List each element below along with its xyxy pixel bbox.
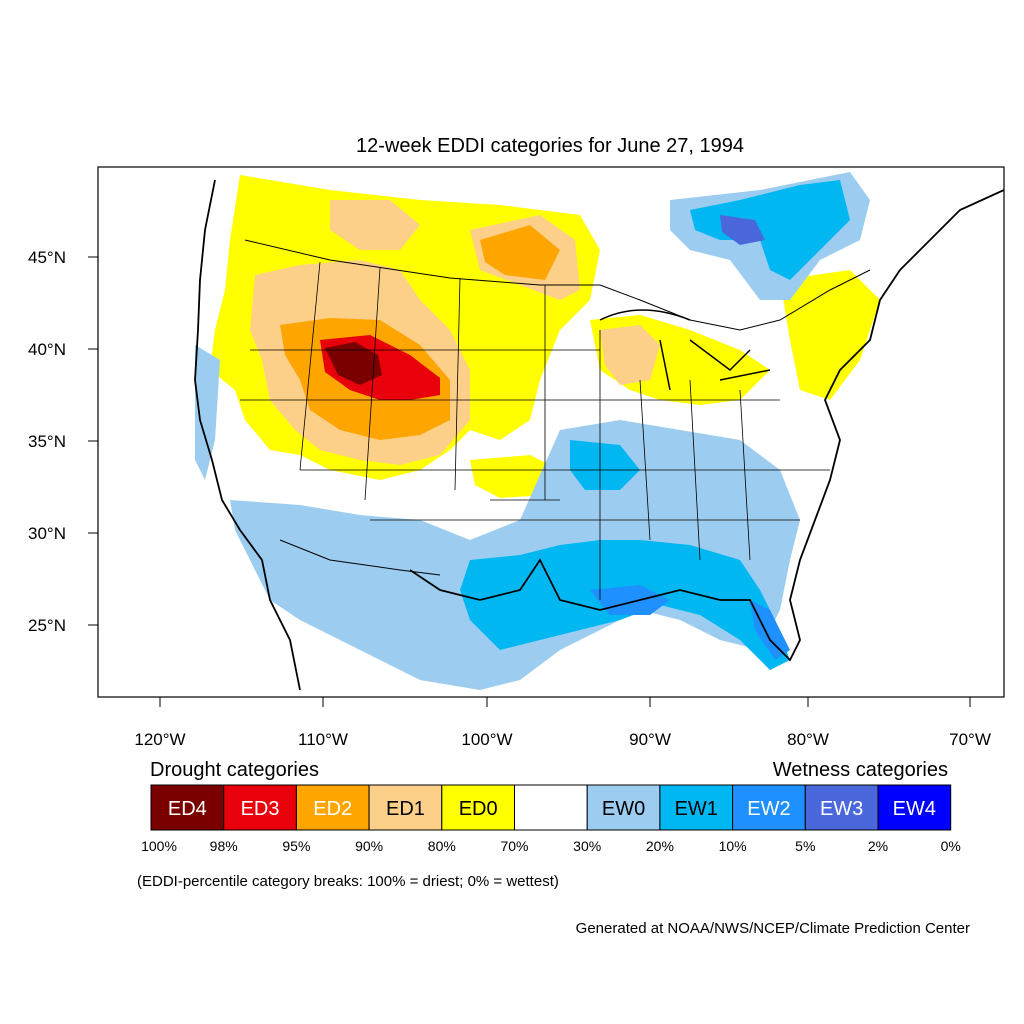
legend: Drought categories Wetness categories ED… <box>137 759 961 890</box>
lon-label: 100°W <box>461 730 512 749</box>
boundaries <box>194 179 1004 691</box>
legend-break-label: 95% <box>282 838 310 854</box>
lon-label: 80°W <box>787 730 829 749</box>
region-ew1-canada <box>690 180 850 280</box>
legend-category-label: ED4 <box>168 798 207 820</box>
legend-swatch <box>586 784 661 831</box>
legend-category-label: ED0 <box>459 798 498 820</box>
legend-break-label: 5% <box>795 838 815 854</box>
region-ew1-arkansas <box>570 440 640 490</box>
legend-break-labels: 100% 98% 95% 90% 80% 70% 30% 20% 10% 5% 2% 0% <box>141 838 961 854</box>
legend-color-bar: ED4 ED3 ED2 ED1 ED0 EW0 EW1 EW2 EW3 EW4 <box>150 784 952 831</box>
legend-swatch <box>514 784 588 831</box>
legend-category-label: EW2 <box>747 798 790 820</box>
eddi-regions <box>195 172 880 690</box>
map-title: 12-week EDDI categories for June 27, 199… <box>356 135 744 157</box>
legend-swatch <box>659 784 734 831</box>
map-panel: 45°N 40°N 35°N 30°N 25°N 120°W 110°W 100… <box>28 166 1005 749</box>
legend-category-label: ED2 <box>313 798 352 820</box>
legend-break-label: 2% <box>868 838 888 854</box>
legend-swatch <box>441 784 515 831</box>
legend-break-label: 20% <box>646 838 674 854</box>
legend-category-label: ED3 <box>241 798 280 820</box>
legend-break-label: 98% <box>210 838 238 854</box>
lon-label: 70°W <box>949 730 991 749</box>
legend-break-label: 10% <box>719 838 747 854</box>
legend-break-label: 80% <box>428 838 456 854</box>
axis-ticks <box>88 256 971 707</box>
lat-label: 30°N <box>28 524 66 543</box>
lon-label: 120°W <box>134 730 185 749</box>
region-ew2-florida <box>750 600 790 660</box>
region-ew0-westcoast <box>195 345 220 480</box>
canada-border <box>244 239 871 331</box>
region-ew0-south <box>230 420 800 690</box>
legend-swatch <box>368 784 443 831</box>
lat-labels: 45°N 40°N 35°N 30°N 25°N <box>28 248 66 635</box>
legend-category-label: EW3 <box>820 798 863 820</box>
great-lakes <box>599 309 771 391</box>
legend-category-label: EW0 <box>602 798 645 820</box>
region-ed4-west <box>325 342 382 385</box>
lat-label: 35°N <box>28 432 66 451</box>
lon-label: 110°W <box>298 730 348 749</box>
region-ew3-canada <box>720 215 765 245</box>
legend-break-label: 0% <box>941 838 961 854</box>
legend-break-label: 90% <box>355 838 383 854</box>
legend-swatch <box>877 784 952 831</box>
state-lines <box>240 261 830 600</box>
lat-label: 25°N <box>28 616 66 635</box>
legend-swatch <box>150 784 225 831</box>
drought-heading: Drought categories <box>150 759 319 781</box>
legend-break-label: 30% <box>573 838 601 854</box>
region-ed1-north <box>330 200 420 250</box>
coastline <box>194 179 1004 691</box>
lon-labels: 120°W 110°W 100°W 90°W 80°W 70°W <box>134 730 990 749</box>
region-ed0-northeast <box>780 270 880 400</box>
legend-break-label: 100% <box>141 838 177 854</box>
mexico-border <box>279 539 441 576</box>
legend-category-label: EW4 <box>893 798 936 820</box>
legend-break-label: 70% <box>500 838 528 854</box>
lat-label: 45°N <box>28 248 66 267</box>
legend-category-label: ED1 <box>386 798 425 820</box>
lat-label: 40°N <box>28 340 66 359</box>
legend-swatch <box>223 784 297 831</box>
legend-swatch <box>295 784 370 831</box>
region-ed2-dakota <box>480 225 560 280</box>
wetness-heading: Wetness categories <box>773 759 948 781</box>
legend-category-label: EW1 <box>675 798 718 820</box>
legend-note: (EDDI-percentile category breaks: 100% =… <box>137 873 559 890</box>
legend-swatch <box>732 784 806 831</box>
map-frame <box>97 166 1005 698</box>
lon-label: 90°W <box>629 730 671 749</box>
credit-line: Generated at NOAA/NWS/NCEP/Climate Predi… <box>576 920 970 937</box>
region-ed1-wisconsin <box>600 325 660 385</box>
